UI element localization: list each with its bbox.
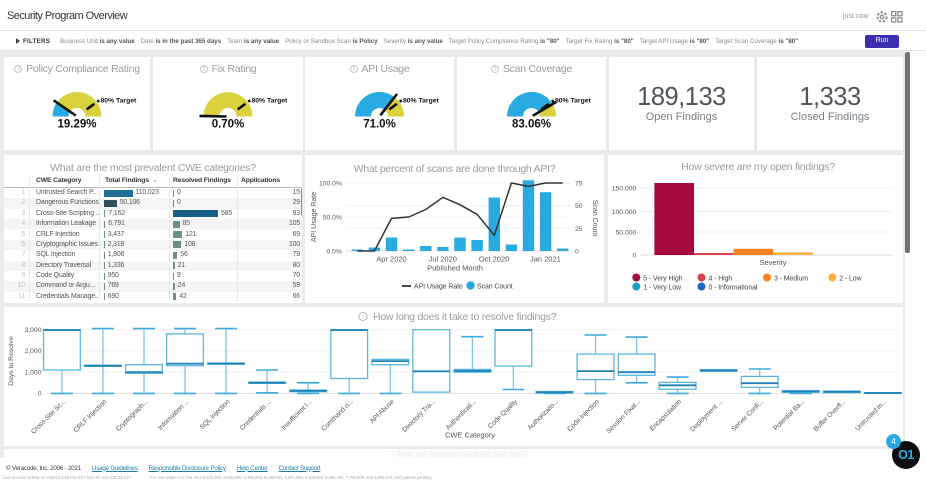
svg-text:Apr 2020: Apr 2020 — [376, 255, 406, 264]
svg-text:80% Target: 80% Target — [555, 98, 591, 105]
svg-text:0 - Informational: 0 - Informational — [709, 285, 758, 292]
svg-text:1 - Very Low: 1 - Very Low — [643, 285, 682, 292]
svg-text:?: ? — [361, 315, 364, 321]
svg-text:Jan 2021: Jan 2021 — [530, 255, 561, 264]
svg-text:Scan Count: Scan Count — [591, 200, 598, 237]
svg-text:Directory Tra...: Directory Tra... — [401, 398, 436, 433]
svg-text:Server Confi...: Server Confi... — [730, 398, 765, 433]
svg-text:80% Target: 80% Target — [101, 98, 137, 105]
svg-text:71.0%: 71.0% — [363, 119, 396, 131]
svg-text:Untrusted In...: Untrusted In... — [854, 398, 888, 432]
svg-text:80% Target: 80% Target — [252, 98, 288, 105]
svg-text:Authorizatio...: Authorizatio... — [527, 398, 560, 431]
svg-text:Buffer Overfl...: Buffer Overfl... — [812, 398, 847, 433]
svg-text:19.29%: 19.29% — [57, 119, 96, 131]
svg-text:4 - High: 4 - High — [709, 276, 733, 283]
svg-text:API Usage Rate: API Usage Rate — [414, 284, 463, 291]
svg-text:150,000: 150,000 — [612, 186, 637, 193]
svg-text:Jul 2020: Jul 2020 — [429, 255, 457, 264]
svg-text:2 - Low: 2 - Low — [839, 276, 862, 283]
svg-text:CWE Category: CWE Category — [445, 431, 495, 440]
svg-text:2,000: 2,000 — [24, 348, 41, 355]
svg-text:3 - Medium: 3 - Medium — [774, 276, 808, 283]
svg-text:25: 25 — [575, 226, 583, 233]
svg-text:Cryptograph...: Cryptograph... — [115, 398, 150, 433]
svg-text:Deployment ...: Deployment ... — [689, 398, 724, 433]
svg-text:75: 75 — [575, 181, 583, 188]
svg-text:Session Fixat...: Session Fixat... — [605, 398, 642, 435]
svg-text:Scan Count: Scan Count — [477, 284, 513, 291]
svg-text:0: 0 — [38, 391, 42, 398]
svg-text:Days to Resolve: Days to Resolve — [8, 336, 15, 386]
svg-text:3,000: 3,000 — [24, 327, 41, 334]
svg-text:0.70%: 0.70% — [212, 119, 245, 131]
svg-text:Code Quality: Code Quality — [487, 398, 519, 430]
svg-text:SQL Injection: SQL Injection — [199, 398, 232, 431]
svg-text:0.0%: 0.0% — [327, 249, 343, 256]
svg-text:Insufficient I...: Insufficient I... — [280, 398, 313, 431]
svg-text:CRLF Injection: CRLF Injection — [73, 398, 109, 434]
svg-text:80% Target: 80% Target — [403, 98, 439, 105]
svg-text:100,000: 100,000 — [612, 209, 637, 216]
svg-text:Code Injection: Code Injection — [566, 398, 601, 433]
svg-text:5 - Very High: 5 - Very High — [643, 276, 682, 283]
svg-text:What percent of scans are done: What percent of scans are done through A… — [354, 163, 556, 175]
svg-text:Command o...: Command o... — [320, 398, 354, 432]
svg-text:API Abuse: API Abuse — [369, 398, 396, 425]
svg-text:Potential Ba...: Potential Ba... — [772, 398, 806, 432]
svg-text:0: 0 — [575, 249, 579, 256]
svg-text:How long does it take to resol: How long does it take to resolve finding… — [373, 311, 557, 323]
svg-text:50: 50 — [575, 203, 583, 210]
svg-text:Published Month: Published Month — [427, 264, 483, 273]
svg-text:50,000: 50,000 — [616, 230, 637, 237]
svg-text:Credentials ...: Credentials ... — [239, 398, 273, 432]
svg-text:How severe are my open finding: How severe are my open findings? — [681, 161, 835, 173]
svg-text:1,000: 1,000 — [24, 369, 41, 376]
svg-text:Severity: Severity — [759, 258, 786, 267]
svg-text:Encapsulation: Encapsulation — [649, 398, 683, 432]
svg-text:Cross-Site Sc...: Cross-Site Sc... — [30, 398, 67, 435]
svg-text:Authenticati...: Authenticati... — [445, 398, 478, 431]
svg-text:83.06%: 83.06% — [512, 119, 551, 131]
svg-text:Information ...: Information ... — [157, 398, 190, 431]
svg-text:0: 0 — [633, 253, 637, 260]
svg-text:API Usage Rate: API Usage Rate — [311, 192, 318, 242]
svg-text:100.0%: 100.0% — [319, 181, 342, 188]
svg-text:Oct 2020: Oct 2020 — [479, 255, 509, 264]
svg-text:50.0%: 50.0% — [323, 215, 342, 222]
